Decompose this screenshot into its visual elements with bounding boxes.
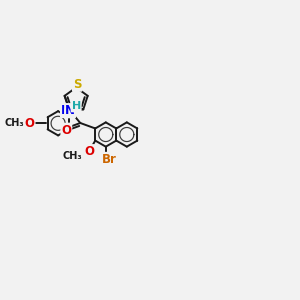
Text: O: O [61,124,71,136]
Text: S: S [73,78,81,91]
Text: O: O [84,145,94,158]
Text: CH₃: CH₃ [63,151,83,161]
Text: CH₃: CH₃ [4,118,24,128]
Text: O: O [25,117,34,130]
Text: H: H [71,101,81,111]
Text: N: N [61,104,71,117]
Text: N: N [65,104,75,117]
Text: Br: Br [102,153,117,166]
